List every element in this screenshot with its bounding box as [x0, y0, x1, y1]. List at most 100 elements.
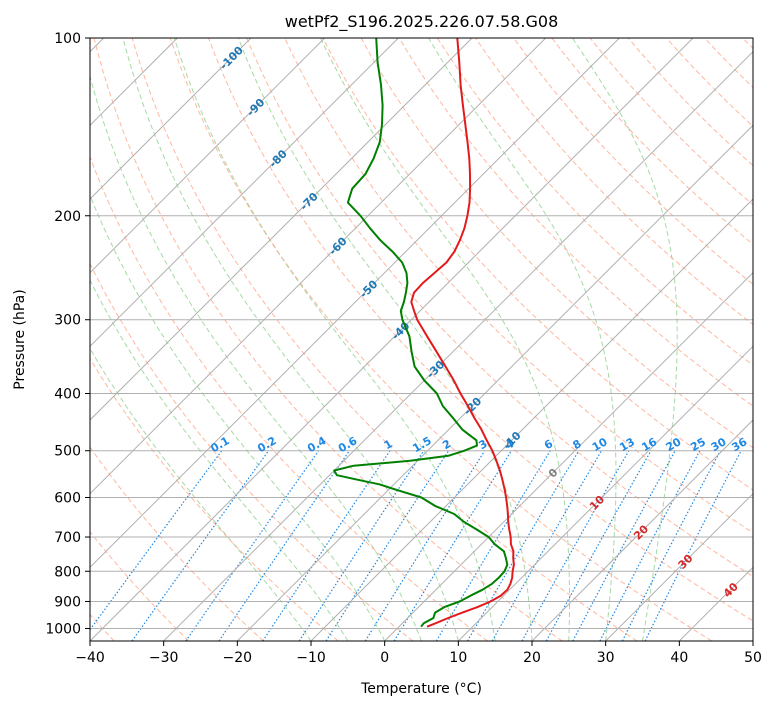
- mixing-ratio-line: [90, 450, 223, 631]
- moist-adiabat-line: [237, 38, 533, 641]
- line-labels: 0.1 0.2 0.4 0.6 1 1.5 2 3 4 6 8 10 13 16 20 25 30 36-100-…: [208, 44, 749, 601]
- isotherm-line: [384, 271, 753, 641]
- dry-adiabat-line: [475, 38, 753, 326]
- mixing-ratio-label: 10: [590, 435, 610, 454]
- mixing-ratio-line: [298, 450, 425, 641]
- isobar-grid: [90, 38, 753, 629]
- dewpoint-profile-line: [333, 38, 509, 628]
- mixing-ratio-label: 25: [688, 435, 708, 454]
- mixing-ratio-line: [572, 450, 676, 641]
- isotherm-line: [678, 566, 753, 641]
- isotherm-label: -90: [244, 96, 267, 119]
- mixing-ratio-label: 36: [730, 435, 750, 454]
- y-axis-title: Pressure (hPa): [12, 289, 28, 389]
- profile-series: [333, 38, 515, 628]
- mixing-ratio-line: [185, 450, 320, 641]
- mixing-ratio-line: [131, 450, 270, 641]
- dry-adiabat-line: [589, 38, 753, 206]
- y-tick-label: 700: [54, 530, 81, 546]
- mixing-ratio-label: 1: [382, 437, 395, 452]
- plot-frame: [89, 37, 754, 642]
- dry-adiabat-line: [704, 38, 753, 89]
- y-tick-label: 400: [54, 387, 81, 403]
- y-tick-label: 200: [54, 209, 81, 225]
- isotherm-line: [90, 38, 399, 348]
- dry-adiabat-line: [208, 38, 753, 622]
- dry-adiabat-line: [169, 38, 712, 641]
- mixing-ratio-line: [325, 450, 450, 641]
- isotherm-line: [90, 38, 547, 495]
- isotherm-line: [90, 38, 326, 274]
- isotherm-line: [605, 492, 753, 641]
- plot-area: 0.1 0.2 0.4 0.6 1 1.5 2 3 4 6 8 10 13 16 20 25 30 36-100-…: [90, 38, 753, 641]
- x-tick-label: −10: [296, 650, 326, 666]
- isotherm-line: [90, 38, 252, 200]
- isotherm-line: [531, 419, 753, 641]
- moist-adiabats: [90, 38, 678, 641]
- dry-adiabat-line: [398, 38, 753, 407]
- isotherm-lines: [90, 38, 753, 641]
- dry-adiabat-line: [742, 38, 753, 50]
- mixing-ratio-line: [491, 450, 603, 641]
- y-tick-label: 1000: [45, 621, 81, 637]
- y-tick-label: 300: [54, 313, 81, 329]
- y-tick-label: 900: [54, 594, 81, 610]
- mixing-ratio-label: 0.4: [305, 434, 329, 455]
- x-tick-label: 40: [670, 650, 688, 666]
- y-axis: 100 200 300 400 500 600 700 800 900 1000: [45, 31, 90, 637]
- moist-adiabat-line: [572, 38, 678, 641]
- mixing-ratio-line: [262, 450, 391, 641]
- moist-adiabat-line: [173, 38, 496, 641]
- isotherm-label: -100: [217, 44, 246, 73]
- dry-adiabats: [90, 38, 753, 641]
- mixing-ratio-line: [545, 450, 652, 641]
- dry-adiabat-line: [284, 38, 753, 534]
- dry-adiabat-line: [93, 38, 563, 641]
- mixing-ratio-line: [621, 450, 721, 641]
- x-tick-label: −30: [149, 650, 179, 666]
- mixing-ratio-line: [218, 450, 350, 641]
- mixing-ratio-label: 2: [440, 437, 453, 452]
- x-tick-label: 20: [523, 650, 541, 666]
- mixing-ratio-line: [599, 450, 701, 641]
- isotherm-line: [236, 124, 753, 641]
- mixing-ratio-line: [364, 450, 486, 641]
- x-axis: −40 −30 −20 −10 0 10 20 30 40 50: [75, 641, 762, 666]
- chart-title: wetPf2_S196.2025.226.07.58.G08: [285, 12, 559, 32]
- mixing-ratio-label: 20: [664, 435, 684, 454]
- isotherm-line: [90, 38, 473, 421]
- mixing-ratio-lines: [90, 450, 742, 641]
- y-tick-label: 500: [54, 444, 81, 460]
- dry-adiabat-line: [322, 38, 753, 491]
- isotherm-line: [163, 50, 753, 641]
- dry-adiabat-line: [551, 38, 753, 245]
- x-tick-label: −40: [75, 650, 105, 666]
- isotherm-line: [90, 38, 620, 569]
- dry-adiabat-line: [90, 446, 264, 641]
- moist-adiabat-line: [320, 38, 570, 641]
- mixing-ratio-label: 0.1: [208, 434, 231, 455]
- mixing-ratio-label: 13: [617, 435, 637, 454]
- y-tick-label: 800: [54, 564, 81, 580]
- dry-adiabat-line: [436, 38, 753, 366]
- moist-adiabat-line: [90, 279, 349, 641]
- x-tick-label: 0: [380, 650, 389, 666]
- moist-adiabat-line: [90, 74, 422, 641]
- isotherm-line: [310, 198, 753, 641]
- moist-adiabat-line: [90, 347, 312, 641]
- mixing-ratio-label: 16: [639, 435, 659, 454]
- mixing-ratio-line: [521, 450, 630, 641]
- x-tick-label: 30: [597, 650, 615, 666]
- dry-adiabat-line: [666, 38, 753, 128]
- x-tick-label: −20: [223, 650, 253, 666]
- mixing-ratio-label: 0.6: [336, 434, 360, 455]
- mixing-ratio-label: 30: [709, 435, 729, 454]
- dry-adiabat-line: [90, 155, 488, 641]
- dry-adiabat-line: [131, 38, 638, 641]
- mixing-ratio-label: 1.5: [410, 434, 433, 455]
- x-tick-label: 50: [744, 650, 762, 666]
- x-axis-title: Temperature (°C): [360, 681, 482, 697]
- dry-adiabat-line: [513, 38, 753, 285]
- isotherm-line: [90, 38, 694, 641]
